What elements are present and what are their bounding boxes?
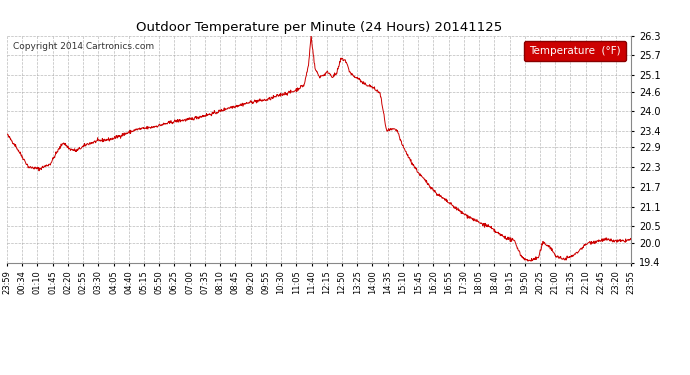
- Legend: Temperature  (°F): Temperature (°F): [524, 41, 626, 61]
- Title: Outdoor Temperature per Minute (24 Hours) 20141125: Outdoor Temperature per Minute (24 Hours…: [136, 21, 502, 34]
- Text: Copyright 2014 Cartronics.com: Copyright 2014 Cartronics.com: [13, 42, 155, 51]
